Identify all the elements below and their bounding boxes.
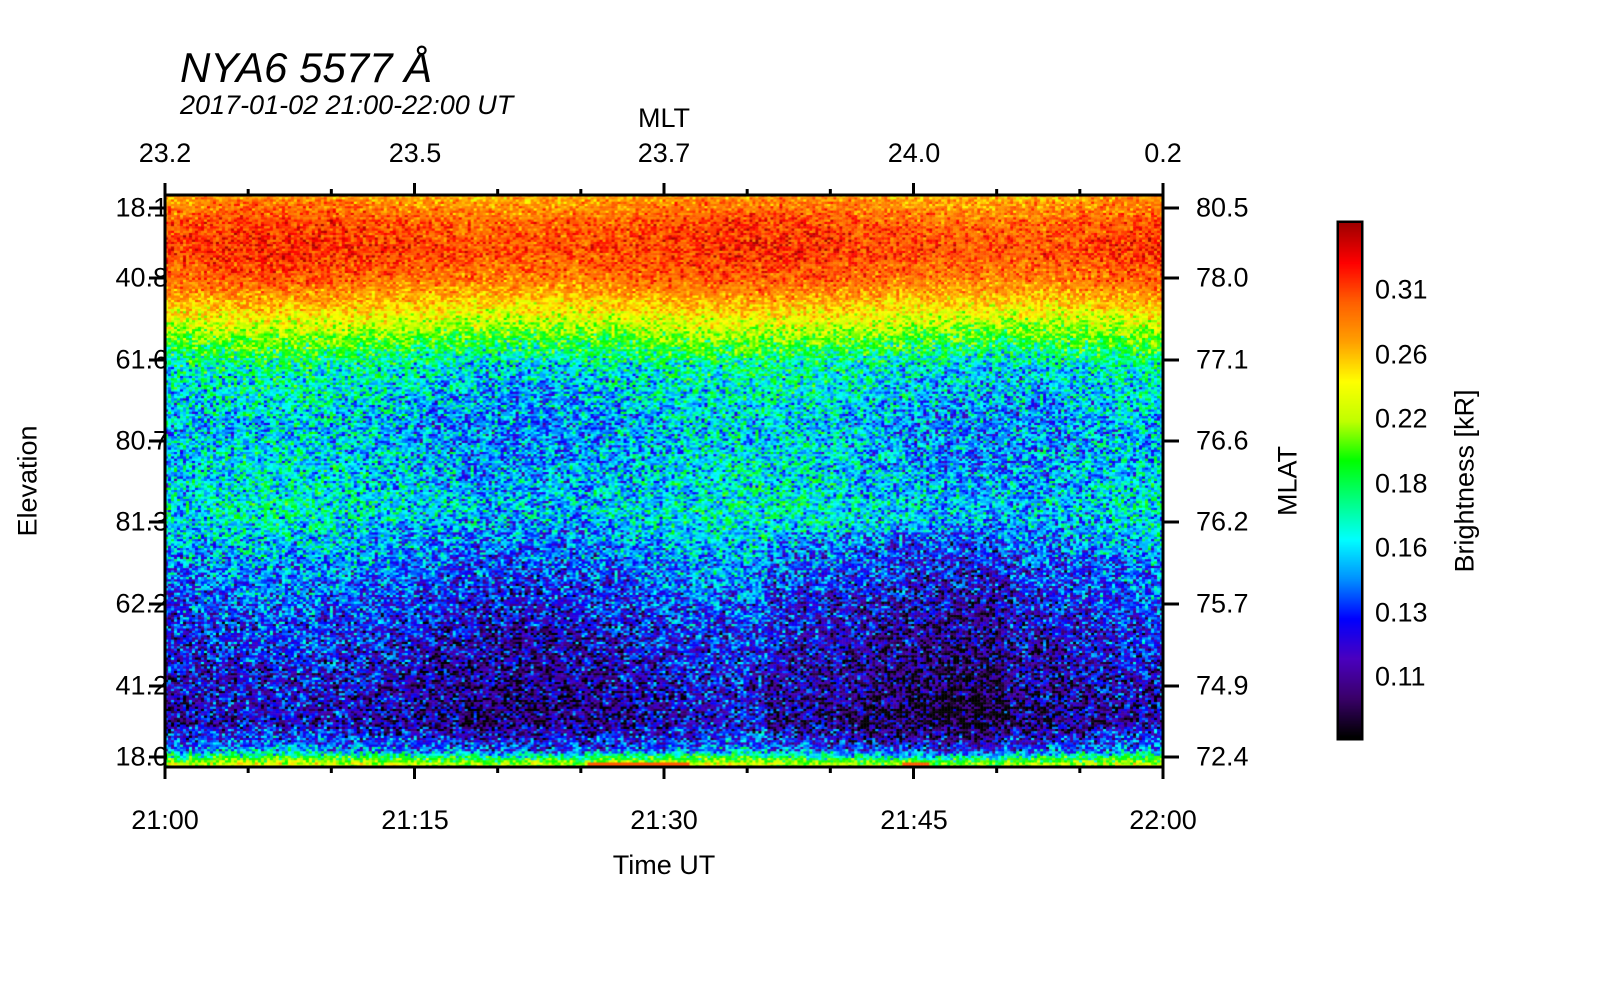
top-tick-label: 23.2 bbox=[138, 138, 192, 168]
x-tick-label: 21:30 bbox=[630, 805, 698, 835]
y-axis-label-right: MLAT bbox=[1272, 445, 1303, 517]
top-axis-label: MLT bbox=[638, 103, 690, 133]
colorbar-frame bbox=[1336, 220, 1364, 741]
x-tick-label: 21:15 bbox=[381, 805, 449, 835]
y-tick-label-right: 76.2 bbox=[1196, 506, 1249, 537]
y-tick-label-right: 75.7 bbox=[1196, 588, 1249, 619]
colorbar-label: Brightness [kR] bbox=[1449, 389, 1480, 573]
colorbar-tick-label: 0.16 bbox=[1375, 532, 1428, 563]
y-tick-label-left: 41.2 bbox=[115, 670, 168, 701]
colorbar-tick-label: 0.26 bbox=[1375, 339, 1428, 370]
y-tick-label-left: 18.1 bbox=[115, 192, 168, 223]
y-tick-label-right: 77.1 bbox=[1196, 344, 1249, 375]
y-tick-label-right: 74.9 bbox=[1196, 670, 1249, 701]
y-tick-label-right: 78.0 bbox=[1196, 262, 1249, 293]
y-tick-label-right: 72.4 bbox=[1196, 741, 1249, 772]
x-tick-label: 21:00 bbox=[131, 805, 199, 835]
y-tick-label-left: 61.6 bbox=[115, 344, 168, 375]
y-axis-label-left: Elevation bbox=[12, 425, 43, 537]
colorbar-tick-label: 0.22 bbox=[1375, 403, 1428, 434]
chart-title: NYA6 5577 Å bbox=[180, 44, 433, 91]
y-tick-label-left: 62.2 bbox=[115, 588, 168, 619]
y-tick-label-left: 80.7 bbox=[115, 425, 168, 456]
colorbar-tick-label: 0.11 bbox=[1375, 661, 1426, 692]
x-tick-label: 22:00 bbox=[1129, 805, 1197, 835]
y-tick-label-left: 18.0 bbox=[115, 741, 168, 772]
top-tick-label: 24.0 bbox=[887, 138, 941, 168]
keogram-heatmap bbox=[165, 195, 1163, 767]
y-tick-label-left: 81.3 bbox=[115, 506, 168, 537]
top-tick-label: 23.5 bbox=[388, 138, 442, 168]
y-tick-label-right: 76.6 bbox=[1196, 425, 1249, 456]
x-tick-label: 21:45 bbox=[880, 805, 948, 835]
colorbar-tick-label: 0.31 bbox=[1375, 274, 1428, 305]
colorbar-tick-label: 0.13 bbox=[1375, 597, 1428, 628]
top-tick-label: 23.7 bbox=[637, 138, 691, 168]
top-tick-label: 0.2 bbox=[1144, 138, 1182, 168]
chart-subtitle: 2017-01-02 21:00-22:00 UT bbox=[180, 90, 514, 120]
y-tick-label-right: 80.5 bbox=[1196, 192, 1249, 223]
colorbar-tick-label: 0.18 bbox=[1375, 468, 1428, 499]
colorbar bbox=[1339, 223, 1361, 738]
x-axis-label: Time UT bbox=[612, 850, 716, 880]
y-tick-label-left: 40.8 bbox=[115, 262, 168, 293]
